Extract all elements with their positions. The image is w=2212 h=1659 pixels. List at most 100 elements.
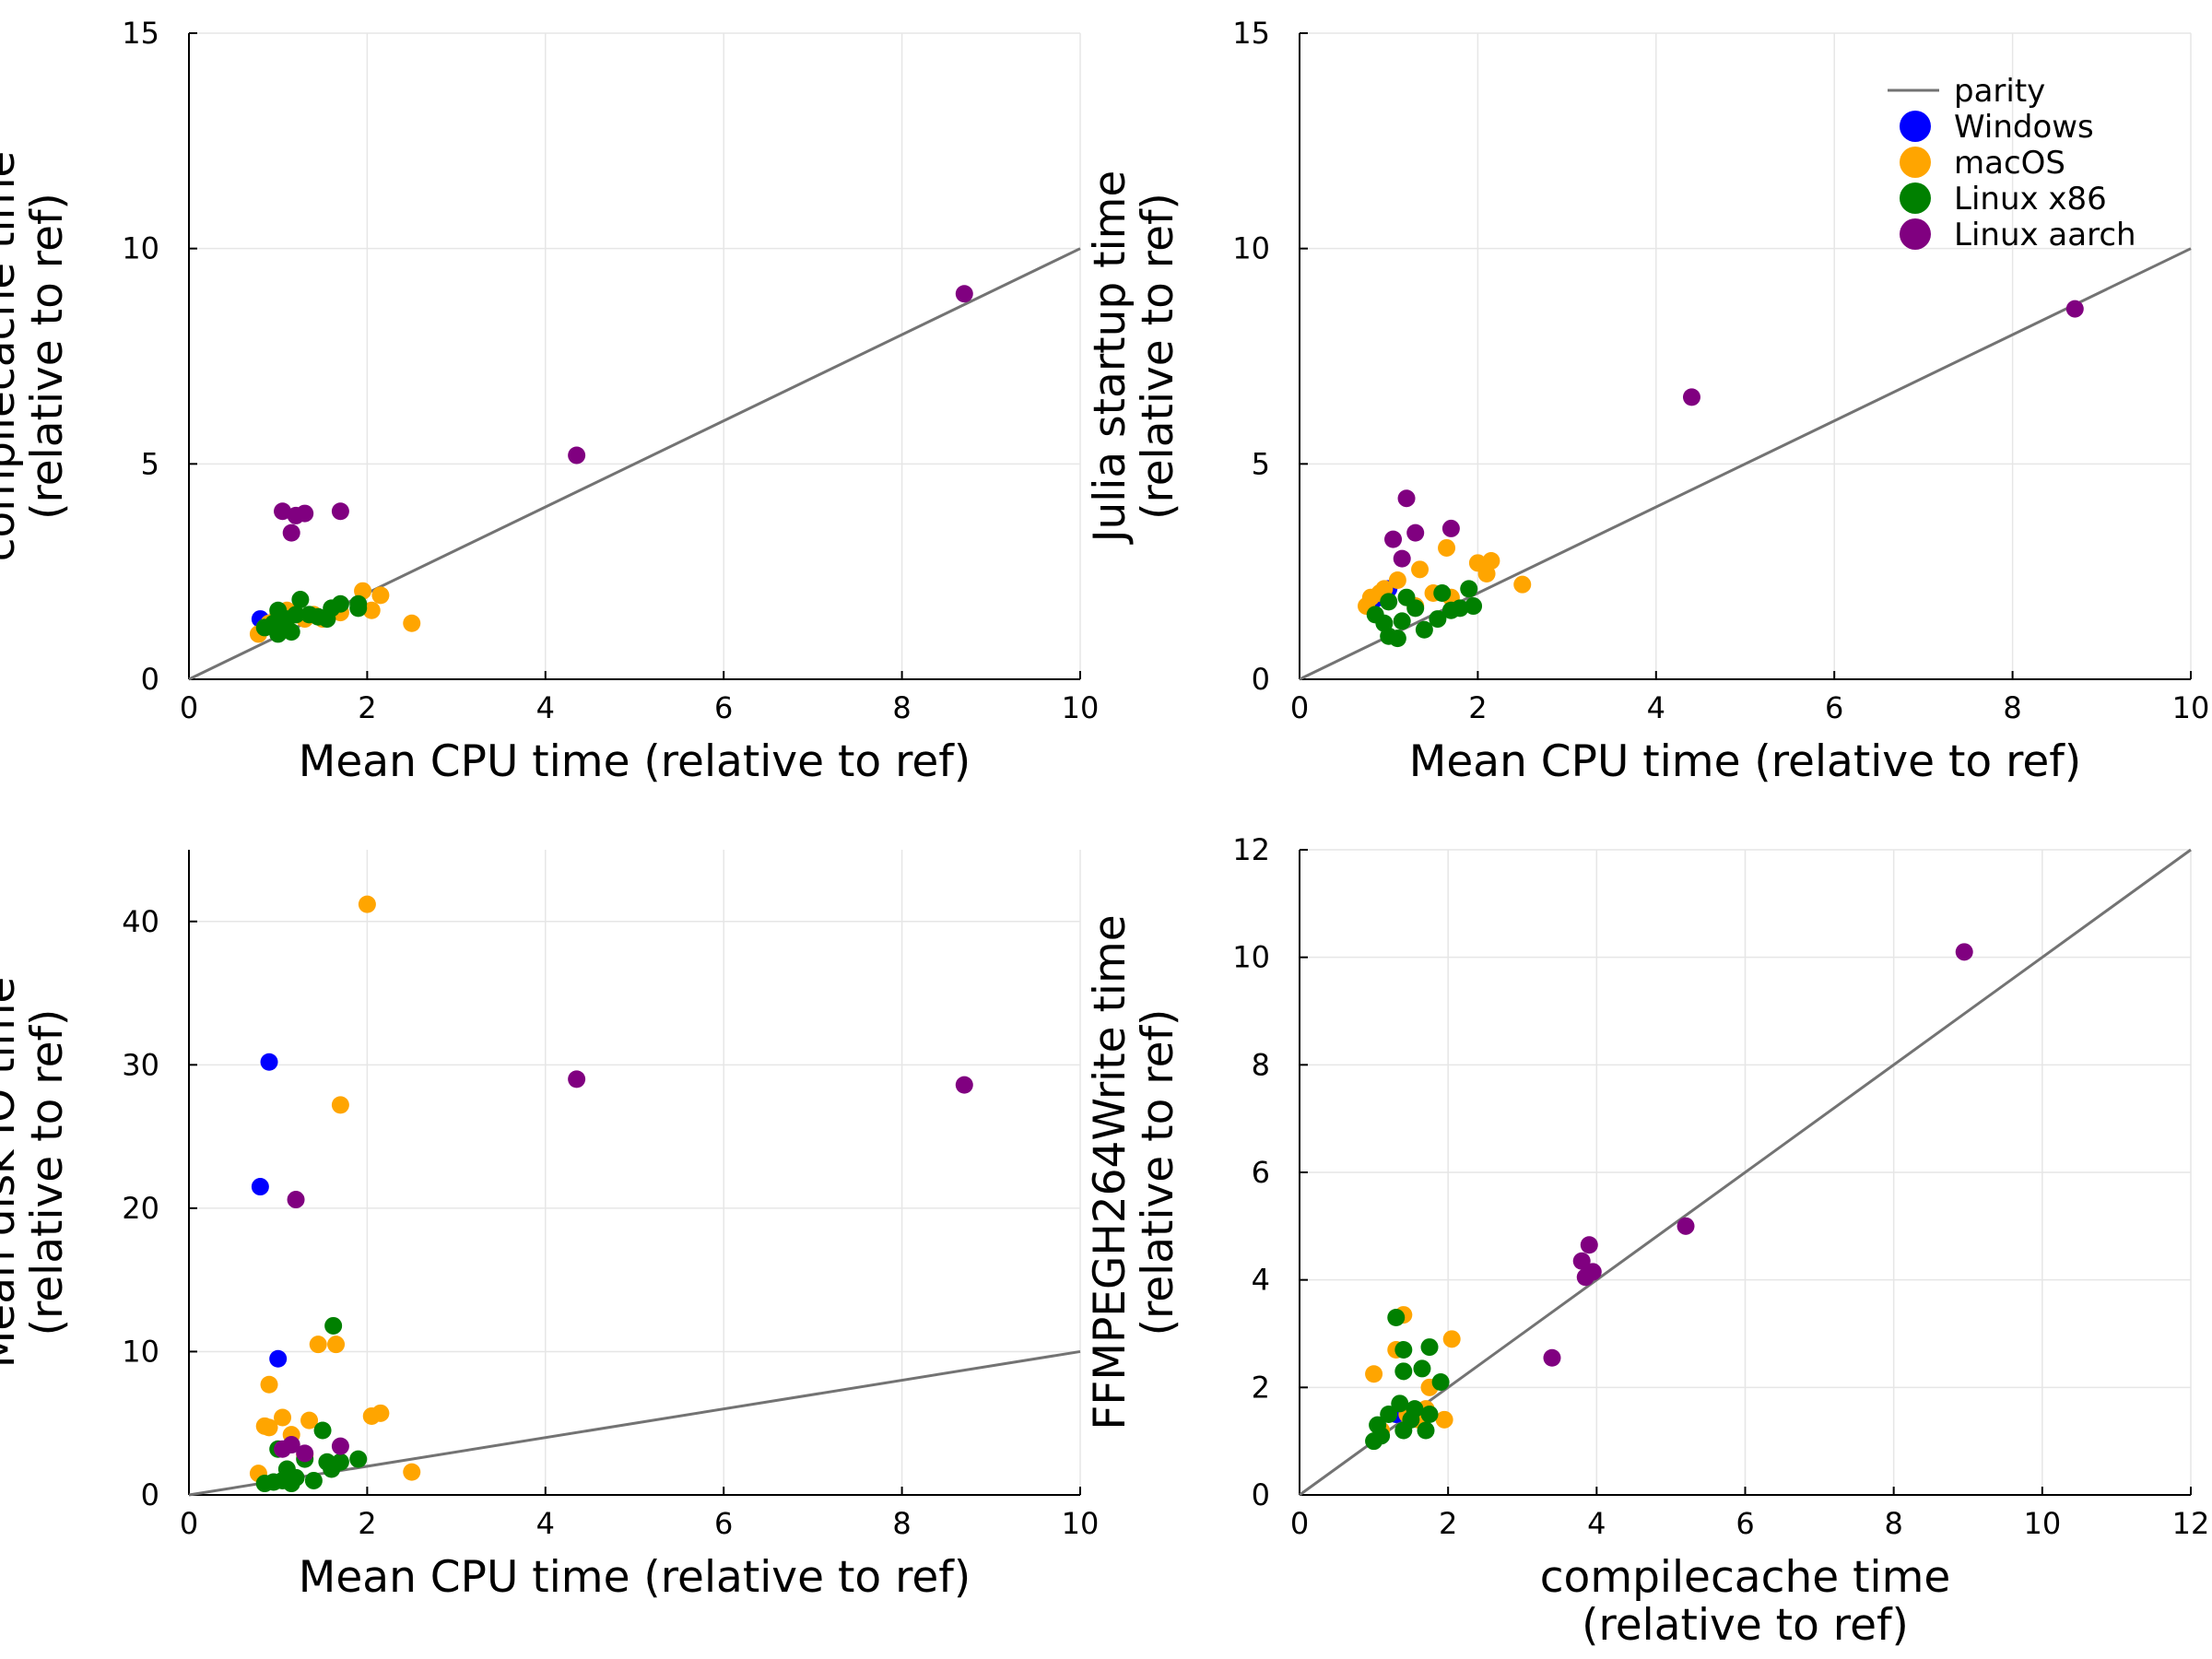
series-linux-aarch: [1543, 943, 1973, 1367]
series-windows: [251, 1053, 288, 1368]
data-point: [331, 1096, 349, 1114]
data-point: [1433, 584, 1452, 603]
data-point: [274, 502, 292, 521]
series-linux-aarch: [274, 1070, 973, 1463]
data-point: [1677, 1217, 1695, 1235]
data-point: [282, 1436, 300, 1454]
data-point: [1388, 629, 1406, 648]
data-point: [349, 1450, 368, 1468]
x-tick-label: 4: [1647, 690, 1665, 725]
x-axis-label: Mean CPU time (relative to ref): [299, 736, 971, 787]
y-axis-label: (relative to ref): [1133, 1009, 1183, 1336]
legend-label: macOS: [1954, 145, 2065, 182]
data-point: [287, 1191, 305, 1209]
y-axis-label: compilecache time: [0, 151, 25, 562]
x-tick-label: 6: [1735, 1506, 1754, 1541]
x-tick-label: 10: [1062, 1506, 1100, 1541]
legend-label: parity: [1954, 73, 2045, 110]
data-point: [1682, 388, 1700, 406]
y-axis-label: (relative to ref): [22, 193, 73, 520]
x-tick-label: 8: [892, 690, 911, 725]
data-point: [955, 1076, 973, 1094]
legend-marker: [1900, 147, 1931, 178]
data-point: [1543, 1348, 1561, 1367]
y-axis-label: Julia startup time: [1085, 171, 1135, 546]
data-point: [1372, 1427, 1391, 1445]
data-point: [362, 601, 381, 619]
data-point: [260, 1053, 278, 1071]
data-point: [1415, 620, 1433, 639]
data-point: [313, 1421, 332, 1440]
y-tick-label: 10: [122, 231, 159, 266]
data-point: [1384, 530, 1403, 548]
data-point: [1441, 519, 1460, 537]
data-point: [309, 1335, 327, 1354]
x-tick-label: 4: [536, 690, 555, 725]
y-tick-label: 10: [1232, 231, 1270, 266]
data-point: [568, 446, 586, 465]
data-point: [300, 1411, 319, 1430]
data-point: [568, 1070, 586, 1088]
y-tick-label: 0: [141, 662, 159, 697]
legend-marker: [1900, 218, 1931, 250]
y-tick-label: 12: [1232, 832, 1270, 867]
x-axis-label: Mean CPU time (relative to ref): [1409, 736, 2081, 787]
x-tick-label: 0: [1290, 1506, 1309, 1541]
data-point: [296, 504, 314, 523]
data-point: [1431, 1373, 1450, 1391]
data-point: [282, 623, 300, 641]
series-linux-x86: [1365, 1309, 1450, 1451]
data-point: [1391, 1394, 1409, 1413]
data-point: [1380, 593, 1398, 611]
legend-label: Linux aarch: [1954, 217, 2136, 253]
data-point: [1387, 1309, 1406, 1326]
data-point: [327, 1335, 346, 1354]
data-point: [1388, 571, 1406, 590]
data-point: [291, 591, 310, 609]
x-tick-label: 12: [2172, 1506, 2210, 1541]
y-tick-label: 4: [1252, 1263, 1270, 1298]
x-tick-label: 4: [536, 1506, 555, 1541]
y-tick-label: 10: [122, 1334, 159, 1369]
y-axis-label: (relative to ref): [22, 1009, 73, 1336]
data-point: [287, 606, 305, 624]
x-tick-label: 8: [1884, 1506, 1902, 1541]
data-point: [1420, 1406, 1439, 1423]
subplot-2: 0 2 4 6 8 10 0 5 10 15 Mean CPU time (relative to …: [1085, 16, 2209, 787]
x-tick-label: 0: [180, 1506, 198, 1541]
data-point: [1420, 1338, 1439, 1357]
legend-marker: [1900, 111, 1931, 142]
x-tick-label: 2: [358, 690, 376, 725]
data-point: [1406, 599, 1425, 618]
x-tick-label: 0: [1290, 690, 1309, 725]
data-point: [1406, 524, 1425, 542]
data-point: [1413, 1359, 1431, 1378]
x-tick-label: 10: [2172, 690, 2210, 725]
y-tick-label: 5: [141, 446, 159, 481]
x-axis-label: compilecache time: [1540, 1552, 1951, 1603]
x-axis-label: Mean CPU time (relative to ref): [299, 1552, 971, 1603]
data-point: [1451, 599, 1469, 618]
data-point: [1572, 1252, 1591, 1270]
data-point: [1393, 612, 1411, 630]
y-tick-label: 0: [1252, 1477, 1270, 1512]
data-point: [260, 1375, 278, 1394]
data-point: [324, 1316, 343, 1335]
data-point: [2065, 300, 2084, 318]
data-point: [358, 895, 376, 913]
data-point: [403, 614, 421, 632]
y-tick-label: 30: [122, 1047, 159, 1082]
data-point: [251, 1178, 269, 1196]
data-point: [371, 1404, 390, 1422]
data-point: [1394, 1362, 1413, 1381]
data-point: [1365, 1365, 1383, 1383]
data-point: [403, 1463, 421, 1481]
y-axis-label: Mean disk IO time: [0, 977, 25, 1369]
y-tick-label: 0: [141, 1477, 159, 1512]
data-point: [1394, 1341, 1413, 1359]
data-point: [1460, 580, 1478, 598]
series-linux-aarch: [1384, 300, 2084, 568]
